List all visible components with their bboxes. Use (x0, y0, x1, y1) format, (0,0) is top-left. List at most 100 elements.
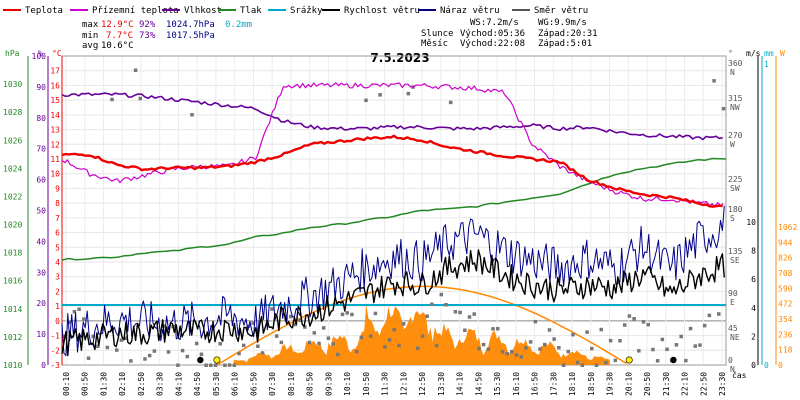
wind-direction-point (260, 351, 265, 355)
radiation-tick-label: 236 (778, 330, 793, 339)
x-tick-label: 07:30 (268, 372, 277, 396)
wind-direction-point (655, 359, 660, 363)
radiation-theoretical-line (216, 285, 627, 366)
wind-direction-point (199, 352, 204, 357)
moon-rise: Východ:22:08 (460, 39, 525, 49)
legend-label: Tlak (240, 6, 262, 16)
wind-direction-point (251, 321, 255, 325)
humidity-tick-label: 70 (36, 145, 46, 154)
temperature-tick-label: 2 (55, 287, 60, 296)
stats-max-label: max (82, 20, 99, 30)
direction-tick-label: W (730, 140, 735, 149)
direction-axis-label: ° (728, 49, 733, 58)
wind-direction-point (373, 311, 378, 316)
stats-max-press: 1024.7hPa (166, 20, 215, 30)
temperature-tick-label: 13 (50, 126, 60, 135)
humidity-tick-label: 30 (36, 268, 46, 277)
wind-direction-point (307, 340, 312, 345)
x-tick-label: 10:50 (362, 372, 371, 396)
wind-direction-point (326, 336, 331, 340)
stats-min-temp: 7.7°C (106, 31, 133, 41)
x-tick-label: 04:50 (193, 372, 202, 396)
wind-direction-point (105, 345, 110, 350)
wind-direction-point (510, 350, 514, 354)
stats-min-label: min (82, 31, 98, 41)
radiation-tick-label: 0 (778, 361, 783, 370)
sunrise-icon (213, 356, 221, 364)
wind-direction-point (293, 322, 298, 327)
legend-label: Srážky (290, 6, 323, 16)
series-line-n-raz-v-tru (61, 205, 725, 357)
x-axis-label: čas (732, 370, 747, 380)
wind-direction-point (204, 363, 208, 367)
sun-rise: Východ:05:36 (460, 29, 525, 39)
temperature-tick-label: 6 (55, 229, 60, 238)
wind-direction-point (707, 313, 712, 318)
x-tick-label: 06:50 (249, 372, 258, 396)
hpa-tick-label: 1024 (3, 164, 22, 173)
wind-direction-point (157, 333, 161, 338)
x-tick-label: 23:30 (718, 372, 727, 396)
series-line-tlak (61, 157, 727, 261)
wind-direction-point (430, 302, 434, 307)
wind-direction-point (378, 93, 382, 97)
wind-direction-point (270, 307, 274, 311)
sunset-icon (625, 356, 633, 364)
radiation-axis-label: W (780, 49, 785, 58)
direction-tick-label: S (730, 214, 735, 223)
wind-direction-point (717, 312, 721, 316)
humidity-tick-label: 60 (36, 176, 46, 185)
temperature-tick-label: -2 (50, 346, 60, 355)
wind-direction-point (303, 325, 307, 329)
wind-direction-point (274, 334, 279, 338)
temperature-tick-label: 1 (55, 302, 60, 311)
legend-label: Přízemní teplota (92, 6, 179, 16)
wind-direction-point (557, 345, 561, 350)
hpa-tick-label: 1028 (3, 108, 22, 117)
moon-label: Měsíc (421, 39, 448, 49)
wind-direction-point (481, 342, 486, 347)
wind-tick-label: 6 (751, 275, 756, 284)
wind-direction-point (138, 96, 143, 101)
x-tick-label: 01:30 (99, 372, 108, 396)
wind-tick-label: 8 (751, 247, 756, 256)
stats-max-temp: 12.9°C (101, 20, 134, 30)
x-tick-label: 17:30 (549, 372, 558, 396)
x-tick-label: 11:30 (381, 372, 390, 396)
wind-direction-point (453, 310, 458, 314)
temperature-tick-label: 14 (50, 111, 60, 120)
hpa-tick-label: 1016 (3, 277, 22, 286)
radiation-tick-label: 590 (778, 284, 793, 293)
wind-direction-point (571, 332, 575, 337)
temperature-tick-label: 17 (50, 67, 60, 76)
wind-direction-point (566, 349, 571, 354)
wind-direction-point (721, 106, 726, 111)
wind-direction-point (524, 346, 528, 350)
wind-direction-point (641, 320, 646, 324)
temperature-tick-label: 4 (55, 258, 60, 267)
wind-direction-point (115, 348, 119, 352)
hpa-tick-label: 1014 (3, 305, 22, 314)
wind-direction-point (129, 359, 133, 363)
radiation-tick-label: 118 (778, 346, 793, 355)
direction-tick-label: 0 (728, 356, 733, 365)
wind-direction-point (444, 303, 448, 307)
wind-direction-point (359, 335, 364, 340)
legend-label: Rychlost větru (344, 6, 420, 16)
wind-direction-point (505, 351, 509, 356)
legend-label: Vlhkost (184, 6, 222, 16)
wind-direction-point (651, 347, 655, 352)
wind-direction-point (590, 346, 594, 351)
wind-direction-point (256, 344, 260, 349)
x-tick-label: 20:10 (624, 372, 633, 396)
wind-direction-point (298, 318, 302, 323)
wind-direction-point (679, 334, 683, 339)
hpa-tick-label: 1030 (3, 80, 22, 89)
stats-min-press: 1017.5hPa (166, 31, 215, 41)
wind-direction-point (321, 326, 326, 330)
wind-direction-point (486, 347, 491, 351)
wind-direction-point (702, 323, 707, 328)
wind-direction-point (166, 350, 171, 354)
wind-direction-point (660, 337, 665, 342)
temperature-tick-label: -1 (50, 332, 60, 341)
